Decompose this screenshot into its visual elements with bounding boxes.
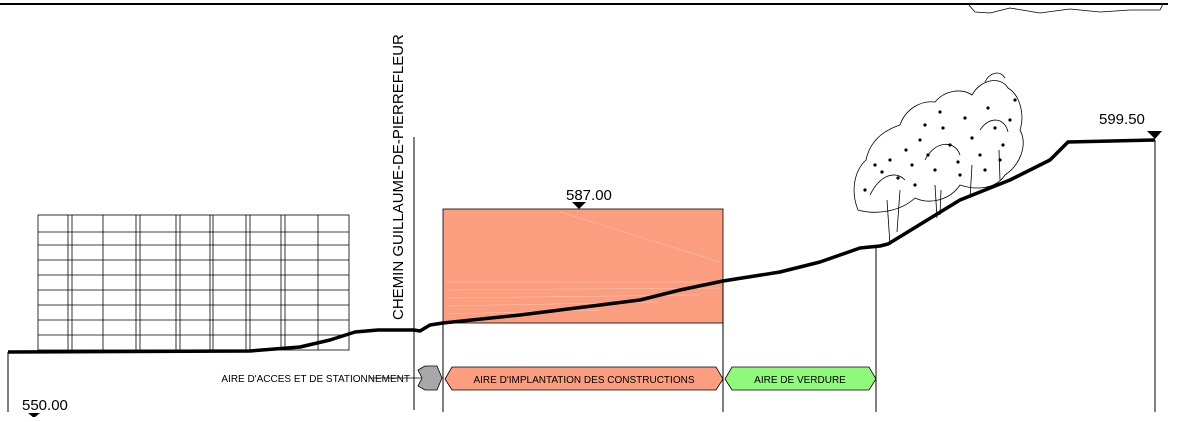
elevation-marker-left: 550.00 xyxy=(22,397,68,418)
zone-access: AIRE D'ACCES ET DE STATIONNEMENT xyxy=(221,365,443,391)
existing-building xyxy=(37,214,350,351)
proposed-volume xyxy=(442,208,724,324)
tree-foliage-dots xyxy=(863,98,1017,192)
elevation-label-right: 599.50 xyxy=(1099,111,1145,128)
road-name-label: CHEMIN GUILLAUME-DE-PIERREFLEUR xyxy=(390,34,407,320)
zone-construction-label: AIRE D'IMPLANTATION DES CONSTRUCTIONS xyxy=(473,375,694,386)
frame-top-sketch xyxy=(967,3,1164,14)
elevation-marker-center: 587.00 xyxy=(566,187,612,209)
zone-construction-tag xyxy=(444,366,724,391)
elevation-label-center: 587.00 xyxy=(566,187,612,204)
elevation-label-left: 550.00 xyxy=(22,397,68,414)
zone-green-label: AIRE DE VERDURE xyxy=(754,375,846,386)
elevation-marker-right: 599.50 xyxy=(1099,111,1162,139)
zone-green: AIRE DE VERDURE xyxy=(724,366,877,391)
ground-profile xyxy=(7,138,1156,354)
zone-access-label: AIRE D'ACCES ET DE STATIONNEMENT xyxy=(221,374,410,385)
trees xyxy=(853,72,1024,246)
zone-access-tag xyxy=(417,365,443,391)
zone-construction: AIRE D'IMPLANTATION DES CONSTRUCTIONS xyxy=(444,366,724,391)
zone-green-tag xyxy=(724,366,877,391)
